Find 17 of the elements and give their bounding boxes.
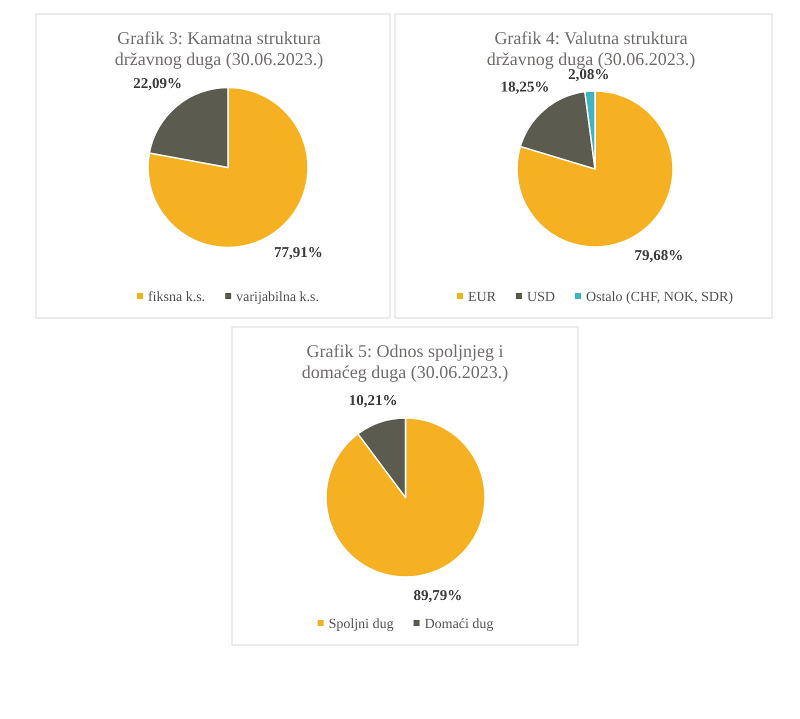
legend-label: Domaći dug — [424, 617, 494, 632]
data-label: 18,25% — [500, 80, 550, 96]
legend-label: USD — [526, 290, 555, 305]
data-label: 10,21% — [348, 392, 398, 409]
data-label: 89,79% — [414, 588, 462, 604]
data-label: 77,91% — [274, 245, 323, 262]
pie-slice — [325, 417, 486, 578]
legend-label: EUR — [468, 290, 497, 305]
legend-label: fiksna k.s. — [148, 290, 206, 305]
data-label: 79,68% — [634, 248, 684, 264]
legend-label: Ostalo (CHF, NOK, SDR) — [586, 290, 734, 305]
chart-title: Grafik 4: Valutna struktura državnog duga (30.06.2023.) — [486, 28, 696, 69]
chart-title: Grafik 5: Odnos spoljnjeg i domaćeg duga (30.06.2023.) — [302, 341, 508, 382]
legend-label: varijabilna k.s. — [236, 290, 319, 305]
chart-title: Grafik 3: Kamatna struktura državnog duga (30.06.2023.) — [114, 28, 324, 69]
legend-label: Spoljni dug — [328, 617, 394, 632]
data-label: 22,09% — [133, 76, 182, 92]
